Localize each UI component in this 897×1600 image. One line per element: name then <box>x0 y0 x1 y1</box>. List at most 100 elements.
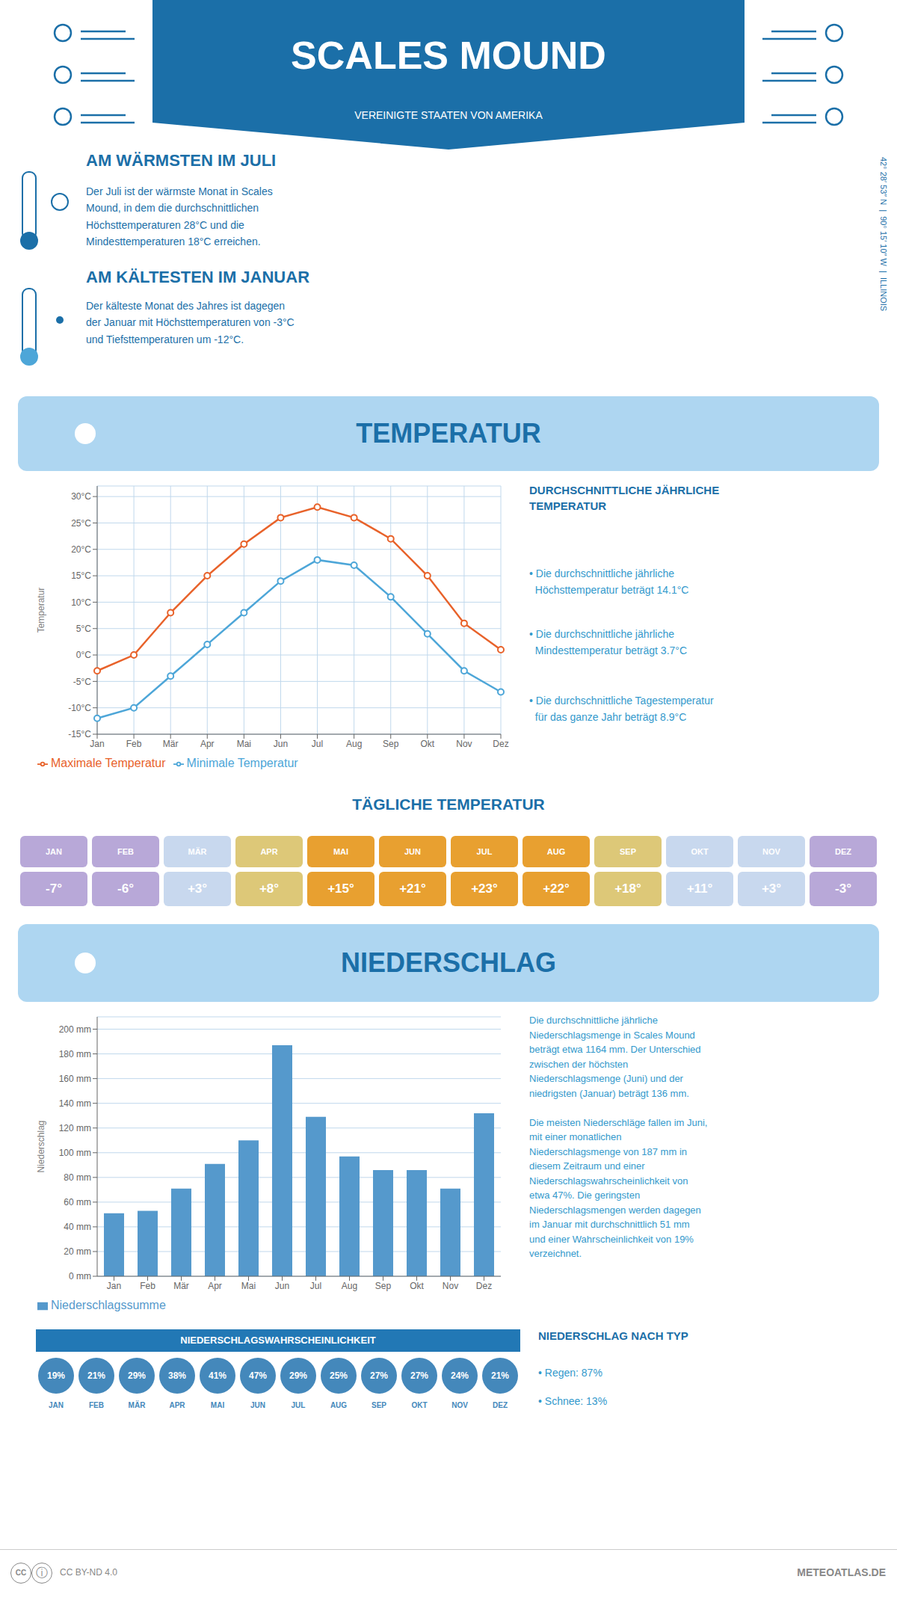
svg-text:Apr: Apr <box>200 738 215 749</box>
html-text:+8°: +8° <box>259 881 279 896</box>
html-text:• Die durchschnittliche jährli: • Die durchschnittliche jährliche Mindes… <box>529 627 687 657</box>
html-text:TEMPERATUR: TEMPERATUR <box>356 417 541 449</box>
html-text:METEOATLAS.DE: METEOATLAS.DE <box>797 1566 886 1578</box>
svg-text:0°C: 0°C <box>76 649 92 661</box>
html-text:NIEDERSCHLAG: NIEDERSCHLAG <box>340 947 557 978</box>
html-text:• Die durchschnittliche jährli: • Die durchschnittliche jährliche Höchst… <box>529 567 689 597</box>
html-text:NIEDERSCHLAGSWAHRSCHEINLICHKEI: NIEDERSCHLAGSWAHRSCHEINLICHKEIT <box>180 1334 376 1346</box>
html-text:38%: 38% <box>168 1370 187 1381</box>
svg-text:Mai: Mai <box>241 1280 256 1291</box>
svg-text:Jan: Jan <box>106 1280 122 1291</box>
html-text:AM WÄRMSTEN IM JULI: AM WÄRMSTEN IM JULI <box>85 150 276 170</box>
svg-text:Apr: Apr <box>207 1280 223 1291</box>
html-text:• Regen: 87%: • Regen: 87% <box>538 1366 603 1379</box>
svg-text:Dez: Dez <box>476 1280 492 1291</box>
svg-text:25°C: 25°C <box>71 518 92 529</box>
html-text:TÄGLICHE TEMPERATUR: TÄGLICHE TEMPERATUR <box>352 795 545 813</box>
html-text:42° 28′ 53″ N | 90° 15′ 10″ W: 42° 28′ 53″ N | 90° 15′ 10″ W | ILLINOIS <box>879 156 889 312</box>
svg-text:Niederschlag: Niederschlag <box>35 1119 47 1173</box>
svg-text:Nov: Nov <box>455 738 472 749</box>
html-text:19%: 19% <box>47 1370 66 1381</box>
html-text:-7°: -7° <box>45 881 63 896</box>
svg-text:Nov: Nov <box>442 1280 459 1291</box>
html-text:SCALES MOUND: SCALES MOUND <box>290 33 607 77</box>
html-text:Niederschlagssumme: Niederschlagssumme <box>50 1298 166 1312</box>
svg-text:Jun: Jun <box>273 738 288 749</box>
svg-text:Mär: Mär <box>173 1280 190 1291</box>
svg-text:Jan: Jan <box>89 738 104 749</box>
html-text:+21°: +21° <box>399 881 426 896</box>
html-text:+18°: +18° <box>614 881 642 896</box>
html-text:+22°: +22° <box>542 881 570 896</box>
svg-text:-15°C: -15°C <box>68 728 92 740</box>
svg-text:30°C: 30°C <box>71 491 92 502</box>
svg-text:5°C: 5°C <box>76 623 92 634</box>
html-text:21%: 21% <box>491 1370 510 1381</box>
html-text:-3°: -3° <box>834 881 852 896</box>
html-text:DURCHSCHNITTLICHE JÄHRLICHE TE: DURCHSCHNITTLICHE JÄHRLICHE TEMPERATUR <box>529 483 720 513</box>
html-text:27%: 27% <box>410 1370 429 1381</box>
svg-text:-10°C: -10°C <box>68 702 92 714</box>
svg-text:40 mm: 40 mm <box>63 1221 92 1232</box>
svg-text:20°C: 20°C <box>71 544 92 555</box>
html-text:24%: 24% <box>450 1370 469 1381</box>
html-text:25%: 25% <box>329 1370 348 1381</box>
html-text:MÄR: MÄR <box>187 846 207 856</box>
html-text:CC BY-ND 4.0: CC BY-ND 4.0 <box>59 1566 118 1578</box>
svg-text:-5°C: -5°C <box>73 676 92 687</box>
svg-text:20 mm: 20 mm <box>63 1246 92 1257</box>
html-text:+23°: +23° <box>471 881 498 896</box>
svg-text:10°C: 10°C <box>71 597 92 608</box>
svg-text:15°C: 15°C <box>71 570 92 581</box>
html-text:+3°: +3° <box>187 881 208 896</box>
svg-text:80 mm: 80 mm <box>63 1172 92 1183</box>
svg-text:Feb: Feb <box>126 738 143 749</box>
html-text:+11°: +11° <box>686 881 713 896</box>
html-text:Der Juli ist der wärmste Monat: Der Juli ist der wärmste Monat in Scales… <box>85 185 273 248</box>
html-text:41%: 41% <box>208 1370 227 1381</box>
html-text:27%: 27% <box>370 1370 388 1381</box>
svg-text:Dez: Dez <box>492 738 509 749</box>
svg-text:Mai: Mai <box>236 738 252 749</box>
html-text:29%: 29% <box>289 1370 308 1381</box>
html-text:• Schnee: 13%: • Schnee: 13% <box>538 1394 608 1407</box>
svg-text:Mär: Mär <box>162 738 179 749</box>
html-text:• Die durchschnittliche Tagest: • Die durchschnittliche Tagestemperatur … <box>529 694 714 724</box>
html-text:FEB: FEB <box>117 846 134 856</box>
html-text:MAI: MAI <box>333 846 349 856</box>
svg-text:100 mm: 100 mm <box>59 1147 92 1158</box>
html-text:Minimale Temperatur: Minimale Temperatur <box>186 756 298 770</box>
html-text:-6°: -6° <box>117 881 134 896</box>
svg-text:Jun: Jun <box>275 1280 290 1291</box>
svg-text:Temperatur: Temperatur <box>35 587 47 634</box>
svg-text:Okt: Okt <box>409 1280 424 1291</box>
html-text:APR: APR <box>260 846 278 856</box>
html-text:NIEDERSCHLAG NACH TYP: NIEDERSCHLAG NACH TYP <box>538 1329 689 1342</box>
svg-text:180 mm: 180 mm <box>59 1048 92 1060</box>
svg-text:Okt: Okt <box>420 738 435 749</box>
html-text:Maximale Temperatur: Maximale Temperatur <box>50 756 166 770</box>
html-text:Der kälteste Monat des Jahres: Der kälteste Monat des Jahres ist dagege… <box>85 299 295 346</box>
html-text:29%: 29% <box>127 1370 146 1381</box>
svg-text:Jul: Jul <box>310 1280 322 1291</box>
html-text:47%: 47% <box>248 1370 267 1381</box>
svg-text:140 mm: 140 mm <box>59 1098 92 1109</box>
svg-text:Sep: Sep <box>382 738 400 749</box>
svg-text:200 mm: 200 mm <box>59 1024 92 1035</box>
html-text:21%: 21% <box>87 1370 106 1381</box>
svg-text:60 mm: 60 mm <box>63 1196 92 1208</box>
svg-text:Jul: Jul <box>311 738 323 749</box>
html-text:+15°: +15° <box>327 881 355 896</box>
html-text:AM KÄLTESTEN IM JANUAR: AM KÄLTESTEN IM JANUAR <box>85 267 310 287</box>
svg-text:160 mm: 160 mm <box>59 1073 92 1084</box>
svg-text:Feb: Feb <box>139 1280 156 1291</box>
svg-text:Sep: Sep <box>375 1280 392 1291</box>
svg-text:Aug: Aug <box>341 1280 358 1291</box>
svg-text:120 mm: 120 mm <box>59 1122 92 1134</box>
html-text:Die durchschnittliche jährlich: Die durchschnittliche jährliche Niedersc… <box>529 1014 708 1259</box>
svg-text:0 mm: 0 mm <box>68 1270 92 1282</box>
html-text:+3°: +3° <box>761 881 782 896</box>
html-text:VEREINIGTE STAATEN VON AMERIKA: VEREINIGTE STAATEN VON AMERIKA <box>354 109 543 122</box>
html-text:JAN: JAN <box>45 846 63 856</box>
svg-text:Aug: Aug <box>346 738 362 749</box>
